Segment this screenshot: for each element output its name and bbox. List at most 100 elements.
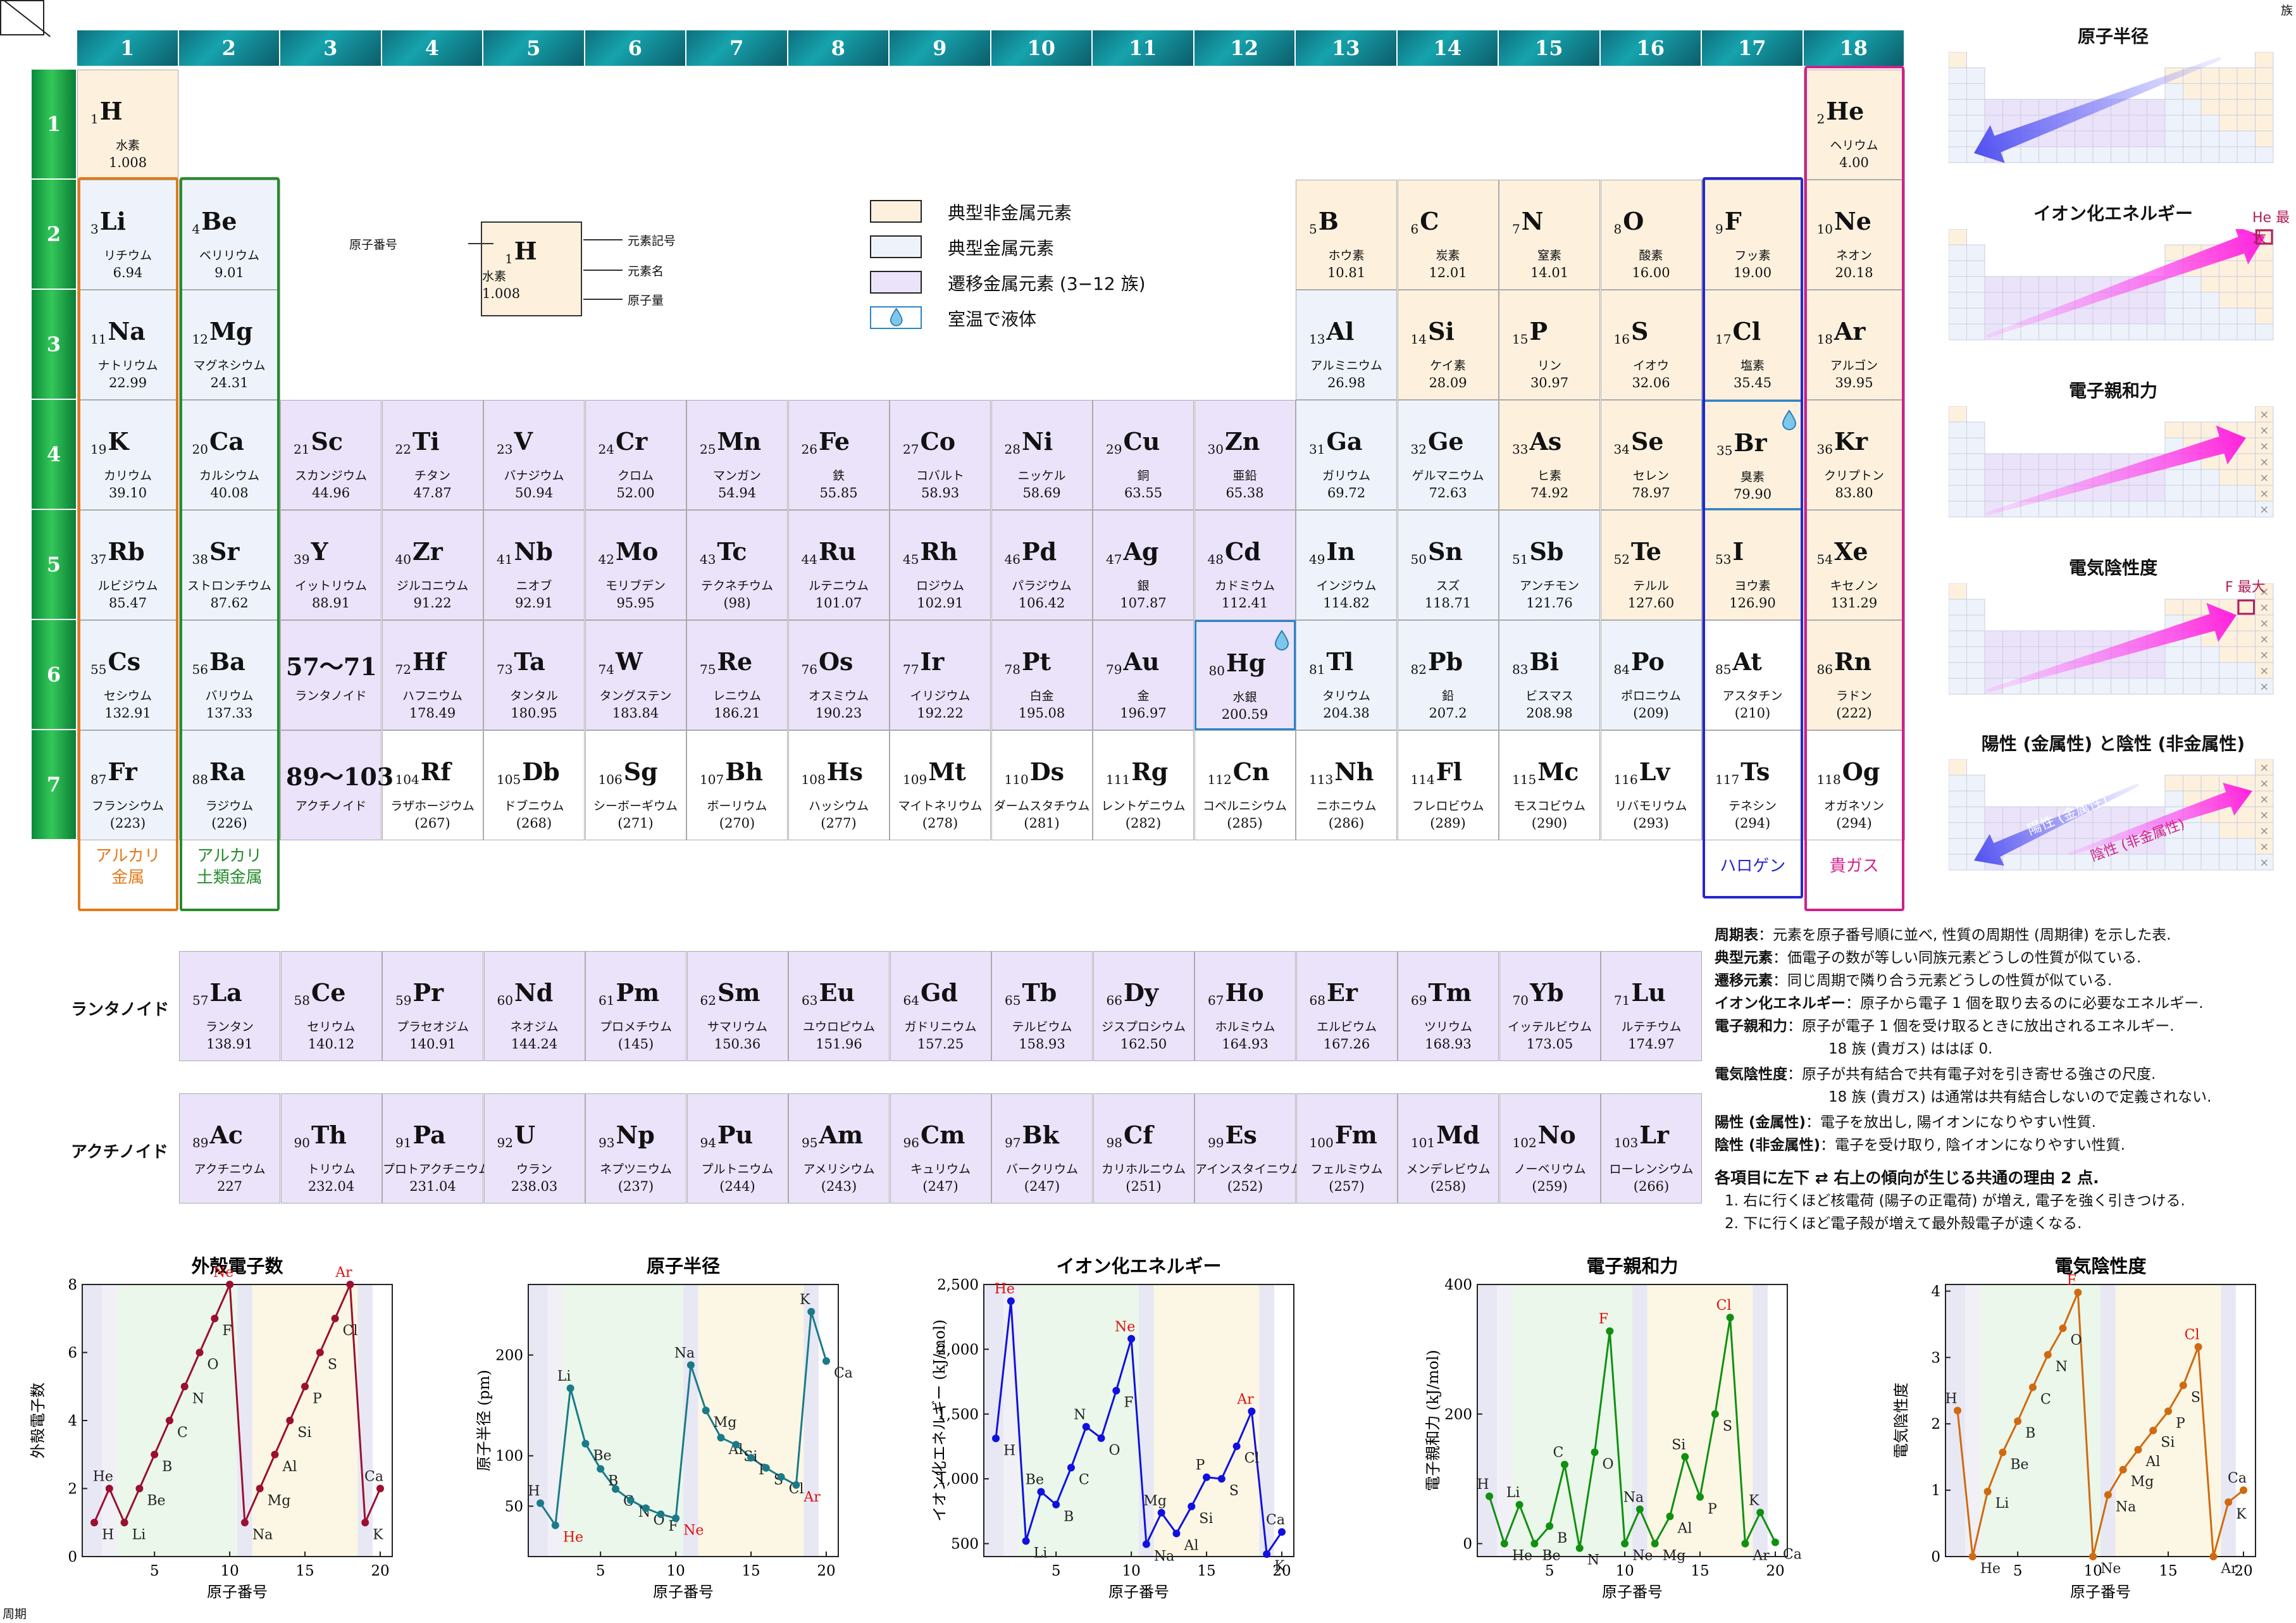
x-axis-label: 原子番号 <box>1108 1583 1169 1601</box>
note-line-8: 18 族 (貴ガス) は通常は共有結合しないので定義されない. <box>1828 1089 2212 1105</box>
element-name: ロジウム <box>915 579 964 593</box>
element-name: 臭素 <box>1740 470 1765 484</box>
chart-band <box>1003 1284 1019 1557</box>
atomic-weight: 168.93 <box>1425 1036 1472 1052</box>
element-symbol: 95Am <box>802 1121 864 1150</box>
point-label-O: O <box>2071 1333 2082 1348</box>
mini-map-note-4: F 最大 <box>2225 580 2266 595</box>
element-cell-Hg: 80Hg 水銀 200.59 <box>1194 620 1296 730</box>
cross-mark: × <box>2259 809 2269 822</box>
atomic-weight: (268) <box>516 816 552 831</box>
data-point-H <box>1486 1492 1494 1500</box>
y-tick-label: 4 <box>1931 1283 1940 1300</box>
element-symbol: 19K <box>90 427 129 457</box>
element-symbol: 116Lv <box>1613 757 1670 787</box>
key-symbol: 1H <box>505 237 537 266</box>
element-cell-Rh: 45Rh ロジウム 102.91 <box>890 510 991 620</box>
element-cell-Og: 118Og オガネソン (294) <box>1803 730 1905 840</box>
point-label-Ca: Ca <box>834 1365 853 1381</box>
element-cell-Ra: 88Ra ラジウム (226) <box>178 730 280 840</box>
data-point-Al <box>271 1450 279 1458</box>
mini-map-title-4: 電気陰性度 <box>2068 557 2157 578</box>
group-header-4: 4 <box>382 30 483 66</box>
atomic-weight: (209) <box>1633 706 1669 721</box>
element-symbol: 78Pt <box>1004 647 1052 677</box>
element-symbol: 110Ds <box>1004 757 1065 787</box>
element-symbol: 68Er <box>1309 978 1358 1008</box>
atomic-weight: 30.97 <box>1530 375 1569 390</box>
atomic-weight: (243) <box>821 1179 857 1194</box>
atomic-weight: (266) <box>1633 1179 1670 1194</box>
data-point-F <box>1606 1327 1614 1335</box>
atomic-weight: 183.84 <box>612 706 659 721</box>
element-name: ダームスタチウム <box>993 799 1090 813</box>
element-cell-Y: 39Y イットリウム 88.91 <box>280 510 382 620</box>
element-name: ホウ素 <box>1328 249 1365 263</box>
element-symbol: 45Rh <box>903 537 958 567</box>
element-cell-Zn: 30Zn 亜鉛 65.38 <box>1194 400 1296 510</box>
element-cell-Po: 84Po ポロニウム (209) <box>1600 620 1702 730</box>
element-cell-Pd: 46Pd パラジウム 106.42 <box>991 510 1093 620</box>
atomic-weight: 92.91 <box>514 595 554 611</box>
chart-band <box>1153 1284 1260 1557</box>
data-point-He <box>1007 1297 1015 1305</box>
element-name: ガリウム <box>1322 469 1370 483</box>
element-cell-Ge: 32Ge ゲルマニウム 72.63 <box>1397 400 1499 510</box>
atomic-weight: (267) <box>414 816 450 831</box>
atomic-weight: 47.87 <box>413 485 452 501</box>
data-point-P <box>747 1453 755 1462</box>
atomic-weight: 192.22 <box>917 706 964 721</box>
chart-band <box>1768 1284 1787 1557</box>
point-label-N: N <box>192 1391 204 1407</box>
element-name: レントゲニウム <box>1101 799 1186 813</box>
group-header-17: 17 <box>1702 30 1804 66</box>
chart-band <box>1945 1284 1965 1557</box>
cross-mark: × <box>2259 840 2269 854</box>
mini-map-5: × × × × × × × <box>1949 759 2274 871</box>
note-line-6: 18 族 (貴ガス) ははぼ 0. <box>1828 1041 1993 1057</box>
x-axis-label: 原子番号 <box>2070 1583 2131 1601</box>
y-tick-label: 200 <box>495 1347 523 1364</box>
group-header-16: 16 <box>1600 30 1702 66</box>
trend-arrow <box>2068 782 2252 856</box>
element-cell-Tl: 81Tl タリウム 204.38 <box>1296 620 1397 730</box>
data-point-C <box>165 1417 173 1424</box>
element-symbol: 104Rf <box>395 757 451 787</box>
element-cell-Cd: 48Cd カドミウム 112.41 <box>1194 510 1296 620</box>
element-name: オスミウム <box>808 689 869 703</box>
note-line-10: 陰性 (非金属性)：電子を受け取り, 陰イオンになりやすい性質. <box>1715 1137 2125 1154</box>
x-tick-label: 10 <box>1122 1563 1140 1579</box>
chart-band <box>1964 1284 1980 1557</box>
series-line <box>93 1284 382 1525</box>
chart-band <box>819 1284 838 1557</box>
element-cell-P: 15P リン 30.97 <box>1499 290 1600 400</box>
chart-band <box>683 1284 698 1557</box>
atomic-weight: 195.08 <box>1018 706 1065 721</box>
element-name: イットリウム <box>294 579 367 593</box>
data-point-Cl <box>777 1473 785 1481</box>
atomic-weight: (237) <box>617 1179 654 1194</box>
element-name: ハフニウム <box>402 689 462 703</box>
element-symbol: 71Lu <box>1614 978 1666 1008</box>
chart-band <box>2221 1284 2237 1557</box>
element-cell-Sc: 21Sc スカンジウム 44.96 <box>280 400 382 510</box>
element-name: 亜鉛 <box>1232 469 1257 483</box>
element-cell-Eu: 63Eu ユウロピウム 151.96 <box>788 951 890 1061</box>
atomic-weight: (293) <box>1633 816 1669 831</box>
element-cell-Ba: 56Ba バリウム 137.33 <box>178 620 280 730</box>
chart-band <box>1980 1284 2101 1557</box>
x-tick-label: 20 <box>817 1563 835 1579</box>
data-point-Na <box>686 1361 695 1369</box>
chart-band <box>1753 1284 1768 1557</box>
chart-band <box>1647 1284 1753 1557</box>
point-label-Na: Na <box>252 1527 273 1543</box>
point-label-P: P <box>1196 1458 1205 1474</box>
cross-mark: × <box>2259 471 2269 485</box>
row-label-actinoids: アクチノイド <box>71 1143 168 1162</box>
atomic-weight: (226) <box>211 816 247 831</box>
atomic-weight: 28.09 <box>1429 375 1467 390</box>
element-name: 白金 <box>1029 689 1054 703</box>
element-name: ポロニウム <box>1620 689 1681 703</box>
element-name: ラジウム <box>205 799 254 813</box>
element-name: ニッケル <box>1017 469 1066 483</box>
